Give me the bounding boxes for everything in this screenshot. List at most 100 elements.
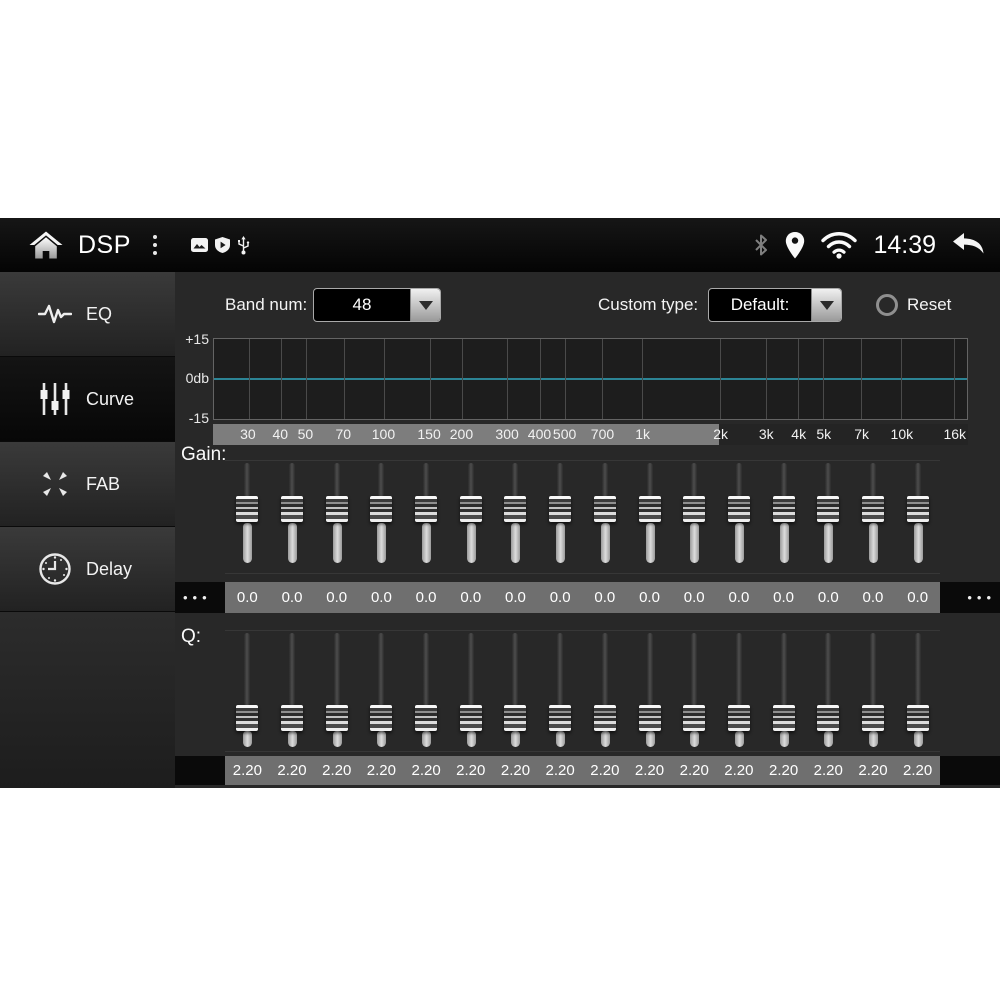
freq-gridline bbox=[823, 339, 825, 419]
q-slider-thumb[interactable] bbox=[772, 705, 795, 731]
gain-slider-thumb[interactable] bbox=[772, 496, 795, 522]
freq-gridline bbox=[539, 339, 541, 419]
gain-slider[interactable] bbox=[448, 461, 493, 573]
q-slider[interactable] bbox=[538, 631, 583, 751]
q-slider[interactable] bbox=[851, 631, 896, 751]
gain-slider[interactable] bbox=[314, 461, 359, 573]
gain-slider[interactable] bbox=[717, 461, 762, 573]
q-slider-thumb[interactable] bbox=[459, 705, 482, 731]
q-slider[interactable] bbox=[493, 631, 538, 751]
sidebar-item-fab[interactable]: FAB bbox=[0, 442, 175, 527]
custom-type-select[interactable]: Default: bbox=[708, 288, 842, 322]
gain-slider-thumb[interactable] bbox=[549, 496, 572, 522]
q-slider-thumb[interactable] bbox=[370, 705, 393, 731]
gain-slider-thumb[interactable] bbox=[727, 496, 750, 522]
q-slider-thumb[interactable] bbox=[861, 705, 884, 731]
gain-slider-thumb[interactable] bbox=[370, 496, 393, 522]
reset-label: Reset bbox=[907, 295, 952, 314]
q-slider[interactable] bbox=[359, 631, 404, 751]
q-slider[interactable] bbox=[895, 631, 940, 751]
gain-value: 0.0 bbox=[728, 589, 750, 606]
q-slider[interactable] bbox=[270, 631, 315, 751]
q-slider-thumb[interactable] bbox=[593, 705, 616, 731]
home-icon[interactable] bbox=[28, 230, 64, 260]
q-value-row: 2.20 2.20 2.20 2.20 2.20 2.20 2.20 2.20 2.20 2.20… bbox=[175, 756, 1000, 785]
gain-slider[interactable] bbox=[895, 461, 940, 573]
chevron-down-icon bbox=[410, 289, 440, 321]
gain-slider-thumb[interactable] bbox=[593, 496, 616, 522]
gain-slider[interactable] bbox=[672, 461, 717, 573]
q-slider-thumb[interactable] bbox=[549, 705, 572, 731]
gain-slider[interactable] bbox=[225, 461, 270, 573]
freq-tick-label: 500 bbox=[552, 426, 577, 442]
sidebar-item-delay[interactable]: Delay bbox=[0, 527, 175, 612]
more-bands-left-indicator[interactable]: ••• bbox=[183, 590, 212, 605]
q-slider[interactable] bbox=[448, 631, 493, 751]
q-slider-thumb[interactable] bbox=[415, 705, 438, 731]
q-slider[interactable] bbox=[761, 631, 806, 751]
q-slider[interactable] bbox=[672, 631, 717, 751]
gain-slider-thumb[interactable] bbox=[638, 496, 661, 522]
slider-track bbox=[735, 633, 742, 706]
head-unit-screen: DSP bbox=[0, 218, 1000, 788]
gain-slider-thumb[interactable] bbox=[236, 496, 259, 522]
gain-slider-thumb[interactable] bbox=[817, 496, 840, 522]
band-num-select[interactable]: 48 bbox=[313, 288, 441, 322]
q-slider[interactable] bbox=[225, 631, 270, 751]
q-slider-thumb[interactable] bbox=[683, 705, 706, 731]
freq-gridline bbox=[953, 339, 955, 419]
sidebar-item-eq[interactable]: EQ bbox=[0, 272, 175, 357]
gain-slider[interactable] bbox=[761, 461, 806, 573]
slider-track-filled bbox=[734, 523, 744, 563]
q-slider-thumb[interactable] bbox=[638, 705, 661, 731]
gain-slider[interactable] bbox=[270, 461, 315, 573]
gain-slider-thumb[interactable] bbox=[281, 496, 304, 522]
slider-track-filled bbox=[422, 731, 432, 747]
slider-track bbox=[378, 633, 385, 706]
q-slider[interactable] bbox=[627, 631, 672, 751]
gain-slider[interactable] bbox=[493, 461, 538, 573]
y-axis-label-min: -15 bbox=[188, 410, 209, 426]
gain-slider-thumb[interactable] bbox=[861, 496, 884, 522]
gain-slider-thumb[interactable] bbox=[325, 496, 348, 522]
q-slider-thumb[interactable] bbox=[325, 705, 348, 731]
q-slider-thumb[interactable] bbox=[817, 705, 840, 731]
q-slider[interactable] bbox=[314, 631, 359, 751]
q-slider-thumb[interactable] bbox=[727, 705, 750, 731]
app-title: DSP bbox=[78, 230, 131, 259]
q-slider[interactable] bbox=[404, 631, 449, 751]
q-slider[interactable] bbox=[806, 631, 851, 751]
q-slider-thumb[interactable] bbox=[236, 705, 259, 731]
gain-slider-thumb[interactable] bbox=[683, 496, 706, 522]
slider-track bbox=[244, 633, 251, 706]
reset-radio[interactable] bbox=[876, 294, 898, 316]
freq-tick-label: 4k bbox=[791, 426, 807, 442]
slider-track-filled bbox=[466, 523, 476, 563]
q-slider-thumb[interactable] bbox=[281, 705, 304, 731]
gain-slider[interactable] bbox=[404, 461, 449, 573]
q-slider[interactable] bbox=[583, 631, 628, 751]
slider-track bbox=[289, 633, 296, 706]
q-value: 2.20 bbox=[500, 762, 531, 779]
slider-track-filled bbox=[690, 731, 700, 747]
gain-slider-thumb[interactable] bbox=[415, 496, 438, 522]
gain-section-label: Gain: bbox=[181, 444, 227, 465]
overflow-menu-icon[interactable] bbox=[145, 231, 165, 259]
gain-value: 0.0 bbox=[594, 589, 616, 606]
gain-slider[interactable] bbox=[538, 461, 583, 573]
gain-slider[interactable] bbox=[806, 461, 851, 573]
sidebar-item-curve[interactable]: Curve bbox=[0, 357, 175, 442]
back-icon[interactable] bbox=[952, 232, 986, 259]
gain-slider[interactable] bbox=[359, 461, 404, 573]
gain-slider-thumb[interactable] bbox=[504, 496, 527, 522]
more-bands-right-indicator[interactable]: ••• bbox=[967, 590, 996, 605]
gain-slider[interactable] bbox=[627, 461, 672, 573]
q-slider-thumb[interactable] bbox=[906, 705, 929, 731]
q-slider[interactable] bbox=[717, 631, 762, 751]
gain-slider[interactable] bbox=[851, 461, 896, 573]
gain-slider[interactable] bbox=[583, 461, 628, 573]
gain-value: 0.0 bbox=[326, 589, 348, 606]
q-slider-thumb[interactable] bbox=[504, 705, 527, 731]
gain-slider-thumb[interactable] bbox=[459, 496, 482, 522]
gain-slider-thumb[interactable] bbox=[906, 496, 929, 522]
